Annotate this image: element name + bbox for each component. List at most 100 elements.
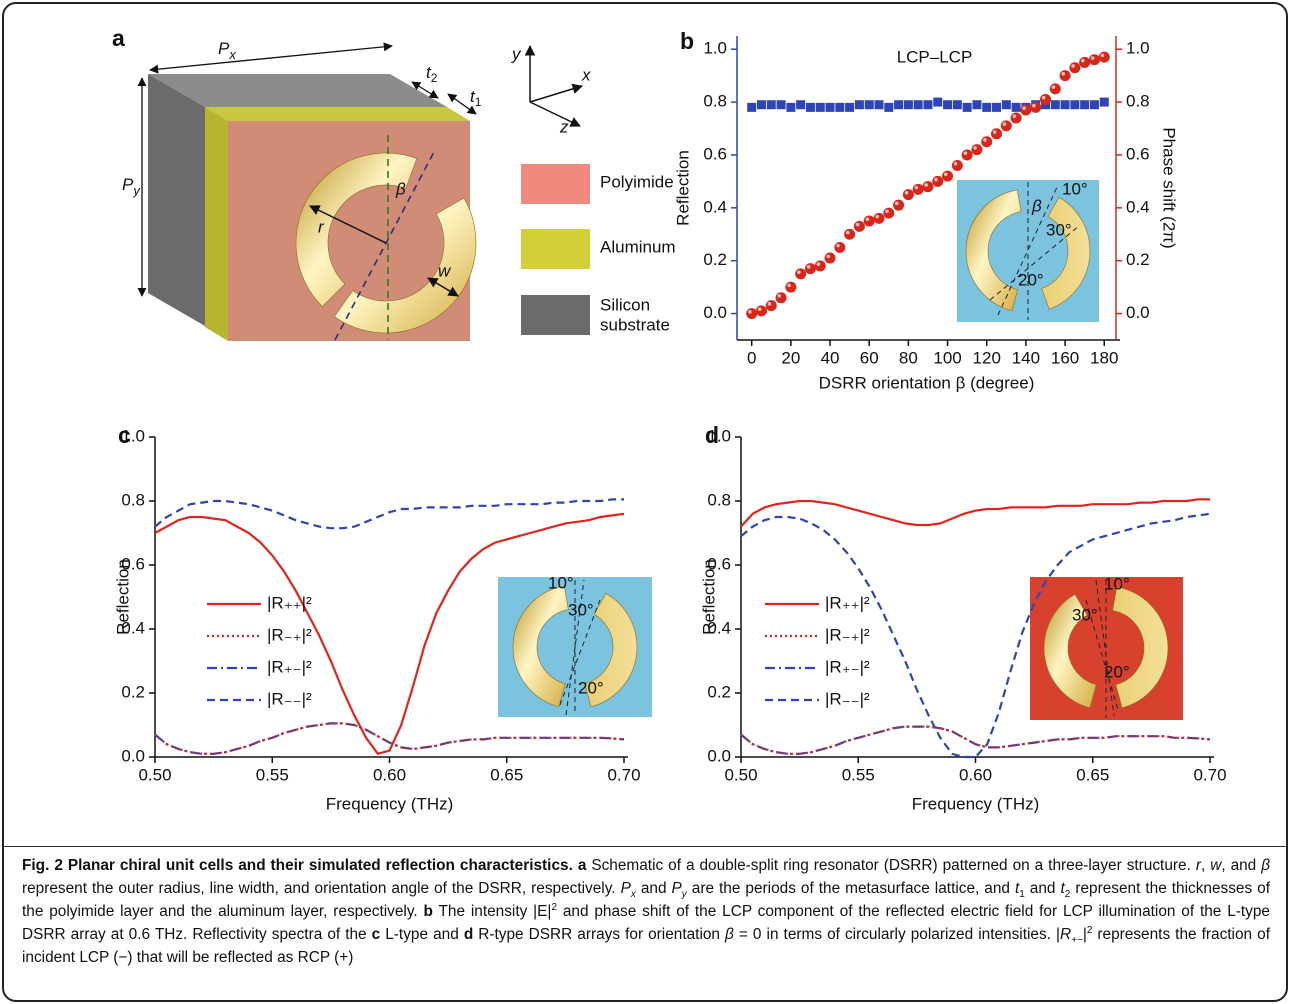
point [746, 308, 758, 320]
px-dimension [149, 42, 393, 74]
ring-segment [512, 585, 569, 708]
highlight [875, 214, 880, 219]
x-tick-label: 0.65 [1076, 765, 1109, 784]
highlight [865, 217, 870, 222]
x-axis-label: DSRR orientation β (degree) [819, 373, 1035, 392]
series-line [154, 512, 625, 756]
point [1011, 102, 1021, 112]
point [923, 100, 933, 110]
y-tick-label: 0.4 [703, 197, 727, 216]
py-base: P [122, 175, 134, 194]
point [972, 100, 982, 110]
point [1079, 56, 1091, 68]
inset-label: 20° [578, 678, 604, 697]
point [1080, 100, 1090, 110]
x-tick-label: 140 [1012, 348, 1040, 367]
legend-label: |R₋₊|² [267, 625, 312, 644]
point [932, 175, 944, 187]
point [883, 207, 895, 219]
series-line [740, 725, 1211, 755]
inset-label: 30° [1072, 605, 1098, 624]
series-line [154, 498, 624, 530]
ring [1043, 586, 1169, 709]
t1-base: t [470, 87, 476, 106]
y-tick-label: 1.0 [121, 426, 145, 445]
material-label: Aluminum [600, 237, 676, 256]
caption-text: R-type DSRR arrays for orientation [473, 926, 726, 943]
point [951, 160, 963, 172]
x-tick-label: 0.70 [1193, 765, 1226, 784]
highlight [1100, 53, 1105, 58]
caption-text: = 0 in terms of circularly polarized int… [733, 926, 1060, 943]
highlight [826, 254, 831, 259]
y-tick-label: 0.0 [707, 746, 731, 765]
caption-text: The intensity |E| [432, 903, 552, 920]
y-tick-label: 0.8 [121, 490, 145, 509]
highlight [1041, 95, 1046, 100]
highlight [1061, 72, 1066, 76]
point [864, 100, 874, 110]
x-tick-label: 0.55 [842, 765, 875, 784]
highlight [983, 138, 987, 142]
x-axis-label: Frequency (THz) [912, 794, 1040, 813]
caption-text: y [681, 889, 687, 901]
point [902, 189, 914, 201]
caption-text: represent the thicknesses of the polyimi… [22, 880, 1270, 920]
x-tick-label: 40 [821, 348, 840, 367]
inset-d: 10° 30° 20° [1030, 574, 1183, 720]
point [756, 100, 766, 110]
material-label: Polyimide [600, 172, 674, 191]
caption-text: b [423, 903, 433, 920]
legend-label: |R₋₋|² [267, 689, 312, 708]
ring [512, 585, 638, 708]
t2-dimension [411, 81, 439, 99]
point [952, 100, 962, 110]
px-base: P [218, 39, 230, 58]
point [766, 100, 776, 110]
highlight [816, 262, 821, 266]
x-tick-label: 0.60 [959, 765, 992, 784]
axis-x: x [581, 65, 591, 84]
y-tick-label: 1.0 [707, 426, 731, 445]
ring-segment [584, 592, 638, 708]
caption-text: P [620, 880, 631, 897]
caption-text: L-type and [380, 926, 464, 943]
material-label: substrate [600, 315, 670, 334]
point [1098, 51, 1110, 63]
point [1050, 100, 1060, 110]
highlight [855, 222, 860, 227]
caption-text: β [1261, 857, 1271, 874]
point [795, 268, 807, 280]
highlight [806, 265, 811, 269]
legend-label: |R₊₊|² [825, 593, 870, 612]
inset-label: 10° [1104, 574, 1130, 593]
y-tick-label: 0.2 [707, 682, 731, 701]
highlight [1090, 56, 1095, 60]
point [1000, 120, 1012, 132]
highlight [885, 209, 889, 214]
point [845, 102, 855, 112]
t2-sub: 2 [431, 71, 438, 85]
ring [295, 152, 477, 334]
panel-label: d [705, 422, 719, 448]
point [992, 102, 1002, 112]
inset-label: 10° [1062, 179, 1088, 198]
highlight [748, 309, 752, 314]
series-line [740, 512, 1211, 759]
point [943, 100, 953, 110]
point [933, 97, 943, 107]
inset-label: 30° [568, 600, 594, 619]
x-tick-label: 180 [1090, 348, 1118, 367]
label-t2: t2 [426, 63, 438, 85]
highlight [934, 177, 938, 182]
series-line [740, 498, 1210, 528]
y-tick-label: 0.2 [121, 682, 145, 701]
ring-segment [1112, 586, 1169, 709]
highlight [777, 294, 782, 298]
legend-label: |R₋₋|² [825, 689, 870, 708]
inset-c: 10° 30° 20° [498, 573, 652, 717]
point [765, 300, 777, 312]
highlight [914, 185, 919, 190]
series-line [740, 725, 1211, 755]
point [805, 102, 815, 112]
